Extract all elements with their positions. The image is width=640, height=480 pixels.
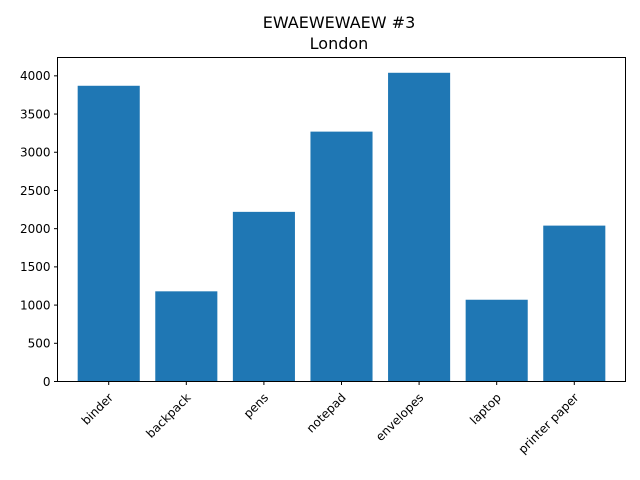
y-tick-label: 2500	[20, 184, 51, 198]
x-tick-label: binder	[79, 390, 116, 427]
x-tick-label: notepad	[304, 391, 349, 436]
x-tick-label: envelopes	[373, 391, 426, 444]
x-tick-label: printer paper	[516, 390, 582, 456]
y-tick-label: 4000	[20, 69, 51, 83]
y-tick-label: 0	[43, 375, 51, 389]
x-axis: binder backpack pens notepad envelopes laptop…	[79, 381, 582, 456]
bar-binder	[77, 85, 140, 382]
y-tick-label: 500	[28, 337, 51, 351]
chart-title: EWAEWEWAEW #3	[263, 13, 416, 32]
bar-laptop	[465, 299, 528, 382]
y-tick-label: 2000	[20, 222, 51, 236]
y-tick-label: 1000	[20, 298, 51, 312]
y-tick-label: 3500	[20, 107, 51, 121]
y-axis: 0 500 1000 1500 2000 2500 3000 3500 4000	[20, 69, 58, 389]
x-tick-label: backpack	[143, 390, 193, 440]
plot-frame	[57, 57, 626, 382]
y-tick-label: 3000	[20, 146, 51, 160]
bar-pens	[232, 211, 295, 382]
x-tick-label: pens	[241, 391, 271, 421]
bar-notepad	[310, 131, 373, 382]
chart-subtitle: London	[310, 34, 369, 53]
bar-envelopes	[388, 72, 451, 382]
y-tick-label: 1500	[20, 260, 51, 274]
x-tick-label: laptop	[467, 391, 504, 428]
bar-backpack	[155, 291, 218, 382]
bars-group	[77, 72, 606, 382]
bar-printer-paper	[543, 225, 606, 382]
